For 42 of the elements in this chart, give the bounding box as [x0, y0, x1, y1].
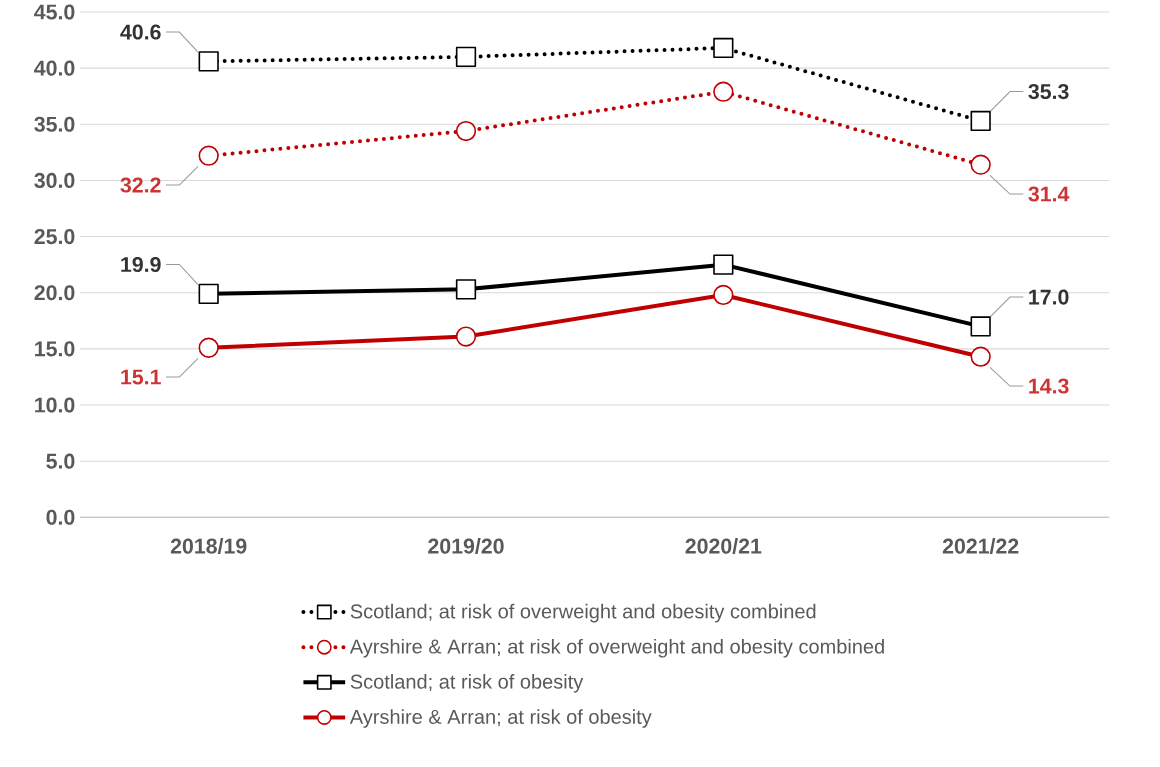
data-label: 17.0 [1029, 289, 1069, 305]
point [455, 279, 477, 300]
point [970, 154, 991, 176]
point [455, 46, 477, 68]
point [198, 283, 219, 305]
y-tick-label: 45.0 [34, 4, 75, 20]
point [198, 145, 219, 167]
y-tick-label: 25.0 [34, 229, 75, 245]
y-tick-label: 15.0 [35, 341, 75, 357]
y-tick-label: 30.0 [34, 173, 75, 189]
point [713, 285, 734, 306]
data-label: 15.1 [121, 369, 161, 385]
x-tick-label: 2018/19 [170, 538, 247, 555]
y-tick-label: 40.0 [34, 60, 75, 76]
legend-label: Ayrshire & Arran; at risk of obesity [349, 709, 652, 729]
data-label: 31.4 [1028, 186, 1070, 202]
y-tick-label: 0.0 [46, 509, 75, 526]
point [970, 346, 991, 368]
point [713, 81, 734, 103]
y-tick-label: 5.0 [46, 453, 75, 469]
point [713, 254, 734, 275]
data-label: 19.9 [121, 257, 161, 273]
legend-label: Scotland; at risk of overweight and obesity combined [350, 603, 816, 623]
y-tick-label: 35.0 [34, 116, 75, 133]
legend-label: Ayrshire & Arran; at risk of overweight and obesity combined [349, 639, 884, 658]
x-tick-label: 2021/22 [942, 538, 1019, 555]
data-label: 35.3 [1028, 84, 1069, 100]
point [198, 51, 219, 72]
y-tick-label: 20.0 [34, 285, 75, 301]
data-label: 32.2 [120, 177, 161, 193]
y-tick-label: 10.0 [35, 397, 75, 413]
point [455, 121, 477, 142]
point [970, 110, 991, 132]
data-label: 40.6 [120, 24, 161, 40]
legend-label: Scotland; at risk of obesity [350, 674, 584, 693]
point [455, 326, 477, 347]
point [713, 37, 734, 59]
point [970, 316, 991, 337]
data-label: 14.3 [1029, 378, 1069, 394]
point [198, 337, 219, 359]
x-tick-label: 2019/20 [428, 538, 504, 555]
x-tick-label: 2020/21 [685, 538, 762, 555]
